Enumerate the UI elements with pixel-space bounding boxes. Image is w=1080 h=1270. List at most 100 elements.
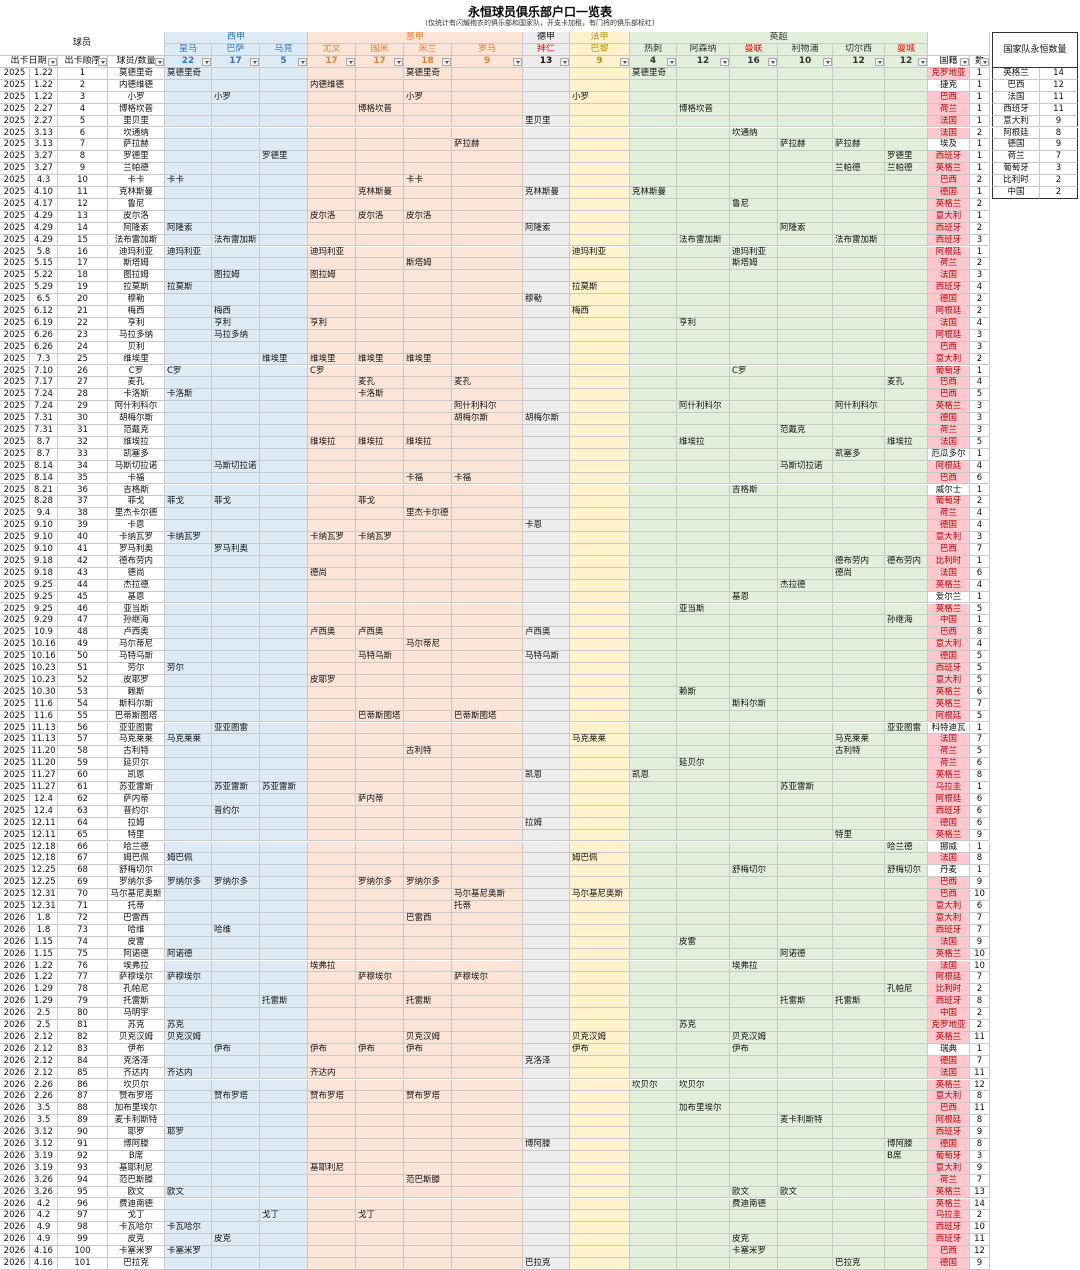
date: 12.25 — [30, 877, 58, 890]
filter-button[interactable] — [513, 58, 522, 66]
club-cell: 基耶利尼 — [308, 1162, 356, 1175]
date: 10.16 — [30, 651, 58, 663]
filter-button[interactable] — [394, 58, 403, 66]
club-cell — [308, 258, 356, 271]
club-cell — [570, 817, 630, 830]
club-cell — [452, 722, 523, 735]
club-count: 17 — [212, 56, 260, 68]
club-cell — [212, 210, 260, 223]
club-cell — [308, 544, 356, 556]
club-cell: 阿隆索 — [165, 222, 212, 235]
year: 2025 — [0, 306, 30, 318]
filter-button[interactable] — [155, 58, 164, 66]
club-cell — [730, 210, 778, 223]
club-cell — [630, 1162, 677, 1175]
filter-button[interactable] — [250, 58, 259, 66]
club-cell — [885, 270, 928, 283]
club-cell — [165, 1162, 212, 1175]
filter-button[interactable] — [918, 58, 927, 66]
club-cell: 法布雷加斯 — [833, 234, 885, 247]
filter-button[interactable] — [875, 58, 884, 66]
club-cell — [570, 1103, 630, 1116]
club-cell — [308, 1008, 356, 1020]
club-cell: 萨穆埃尔 — [356, 972, 404, 985]
year: 2025 — [0, 377, 30, 390]
filter-button[interactable] — [442, 58, 451, 66]
filter-button[interactable] — [560, 58, 569, 66]
player: 坎贝尔 — [108, 1079, 165, 1092]
filter-button[interactable] — [48, 58, 57, 66]
nationality-count: 7 — [970, 734, 990, 747]
club-cell — [212, 425, 260, 437]
club-cell — [260, 377, 308, 390]
filter-button[interactable] — [667, 58, 676, 66]
club-cell — [570, 103, 630, 116]
club-cell — [212, 889, 260, 901]
club-cell — [885, 627, 928, 640]
club-cell — [730, 413, 778, 425]
club-cell — [260, 282, 308, 295]
filter-button[interactable] — [98, 58, 107, 66]
filter-button[interactable] — [298, 58, 307, 66]
date: 1.29 — [30, 984, 58, 997]
club-cell: 皮耶罗 — [308, 674, 356, 687]
club-cell — [165, 924, 212, 937]
club-cell — [212, 175, 260, 187]
year: 2025 — [0, 567, 30, 580]
filter-button[interactable] — [960, 58, 969, 66]
filter-button[interactable] — [768, 58, 777, 66]
date: 7.31 — [30, 413, 58, 425]
club-cell — [165, 341, 212, 354]
club-cell — [452, 1258, 523, 1270]
club-cell — [308, 175, 356, 187]
nationality: 克罗地亚 — [928, 1020, 970, 1032]
club-cell: 卡卡 — [404, 175, 452, 187]
club-cell — [260, 924, 308, 937]
club-cell — [570, 127, 630, 140]
club-cell — [630, 1020, 677, 1032]
club-cell — [778, 758, 833, 771]
filter-button[interactable] — [202, 58, 211, 66]
club-cell — [677, 448, 730, 461]
club-cell — [452, 1115, 523, 1128]
club-cell — [730, 377, 778, 390]
filter-button[interactable] — [620, 58, 629, 66]
club-cell: 卢西奥 — [523, 627, 570, 640]
club-cell: 胡梅尔斯 — [523, 413, 570, 425]
club-cell — [308, 1234, 356, 1247]
club-cell — [308, 68, 356, 80]
club-cell — [404, 520, 452, 533]
club-cell — [260, 246, 308, 259]
club-cell — [730, 139, 778, 152]
club-cell — [570, 1174, 630, 1187]
filter-button[interactable] — [720, 58, 729, 66]
date: 4.9 — [30, 1234, 58, 1247]
filter-button[interactable] — [823, 58, 832, 66]
nationality-count: 6 — [970, 901, 990, 913]
club-cell — [260, 651, 308, 663]
club-cell — [212, 508, 260, 521]
club-cell — [308, 591, 356, 604]
filter-button[interactable] — [346, 58, 355, 66]
club-cell — [356, 1055, 404, 1068]
club-cell — [452, 1198, 523, 1211]
club-cell — [260, 603, 308, 616]
club-cell: 戈丁 — [356, 1210, 404, 1223]
club-cell — [356, 306, 404, 318]
order: 53 — [58, 686, 108, 699]
club-cell — [570, 841, 630, 854]
club-cell: 阿诺德 — [165, 948, 212, 961]
club-cell — [778, 770, 833, 782]
filter-button[interactable] — [980, 58, 989, 66]
club-cell — [523, 567, 570, 580]
club-cell: 德布劳内 — [833, 555, 885, 568]
nationality-count: 9 — [970, 877, 990, 890]
club-cell — [452, 496, 523, 509]
club-cell — [356, 805, 404, 818]
player: 穆勒 — [108, 294, 165, 306]
nationality: 巴西 — [928, 175, 970, 187]
club-cell — [677, 377, 730, 390]
club-cell — [404, 817, 452, 830]
club-cell — [165, 555, 212, 568]
player: 卢西奥 — [108, 627, 165, 640]
